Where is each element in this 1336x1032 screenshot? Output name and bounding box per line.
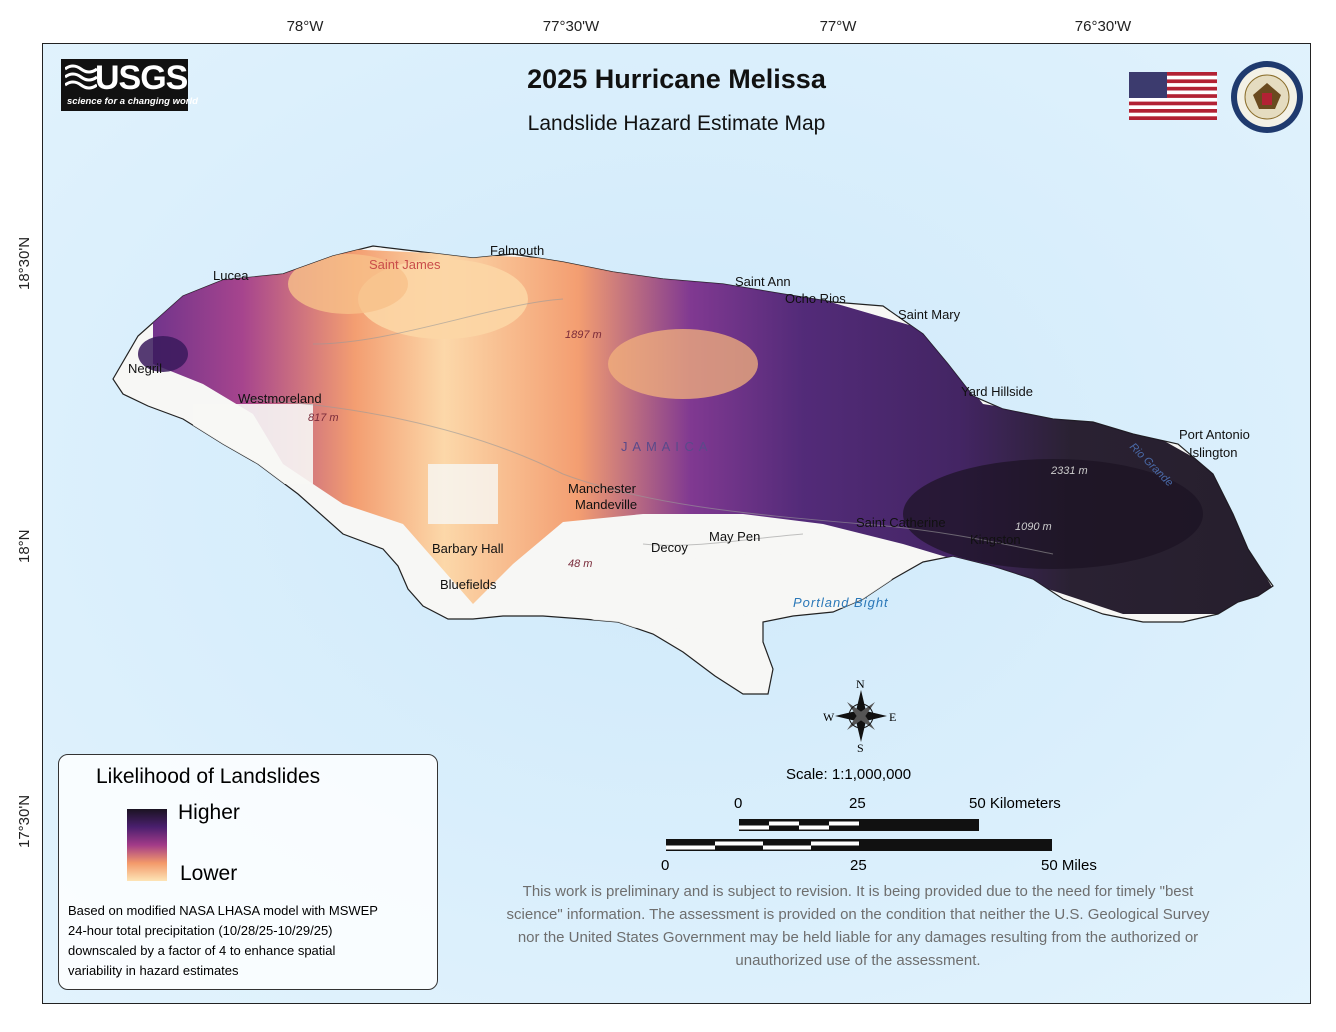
map-title: 2025 Hurricane Melissa	[527, 64, 826, 94]
elevation-48: 48 m	[568, 558, 593, 570]
scale-mi-50: 50 Miles	[1041, 857, 1097, 874]
legend-color-ramp	[127, 809, 167, 881]
place-port-antonio: Port Antonio	[1179, 427, 1250, 442]
compass-n-label: N	[856, 677, 865, 691]
elevation-1090: 1090 m	[1015, 521, 1052, 533]
us-flag-icon	[1129, 72, 1217, 120]
compass-s-label: S	[857, 741, 864, 755]
place-saint-catherine: Saint Catherine	[856, 515, 946, 530]
scale-bar-km	[739, 819, 979, 831]
place-falmouth: Falmouth	[490, 243, 545, 258]
lat-tick-18-30n: 18°30'N	[16, 236, 33, 290]
legend-title: Likelihood of Landslides	[96, 765, 321, 788]
elevation-817: 817 m	[308, 412, 339, 424]
legend-note-line-2: 24-hour total precipitation (10/28/25-10…	[68, 923, 333, 938]
usgs-wordmark: USGS	[95, 59, 188, 97]
place-negril: Negril	[128, 361, 162, 376]
place-ocho-rios: Ocho Rios	[785, 291, 846, 306]
state-department-seal-icon	[1231, 61, 1303, 133]
legend-note-line-1: Based on modified NASA LHASA model with …	[68, 903, 378, 918]
place-kingston: Kingston	[970, 532, 1021, 547]
legend-note: Based on modified NASA LHASA model with …	[68, 901, 378, 981]
elevation-2331: 2331 m	[1051, 465, 1088, 477]
lon-tick-78w: 78°W	[286, 18, 324, 35]
disclaimer-line-4: unauthorized use of the assessment.	[735, 952, 981, 969]
place-portland-bight: Portland Bight	[793, 595, 889, 610]
place-saint-mary: Saint Mary	[898, 307, 961, 322]
place-bluefields: Bluefields	[440, 577, 497, 592]
place-mandeville: Mandeville	[575, 497, 638, 512]
hazard-raster	[138, 249, 1273, 629]
scale-km-25: 25	[849, 795, 866, 812]
disclaimer-line-3: nor the United States Government may be …	[517, 929, 1199, 946]
compass-w-label: W	[823, 710, 835, 724]
lat-tick-18n: 18°N	[16, 529, 33, 563]
place-decoy: Decoy	[651, 540, 688, 555]
place-yard-hillside: Yard Hillside	[961, 384, 1034, 399]
scale-mi-0: 0	[661, 857, 670, 874]
place-jamaica: J A M A I C A	[621, 439, 709, 454]
legend-low-label: Lower	[180, 862, 238, 885]
disclaimer: This work is preliminary and is subject …	[463, 880, 1253, 972]
map-frame[interactable]: 2025 Hurricane Melissa Landslide Hazard …	[42, 43, 1311, 1004]
scale-mi-25: 25	[850, 857, 867, 874]
map-subtitle: Landslide Hazard Estimate Map	[527, 112, 826, 135]
road-network	[242, 298, 1054, 555]
usgs-tagline: science for a changing world	[67, 96, 198, 107]
place-saint-james: Saint James	[369, 257, 441, 272]
elevation-1897: 1897 m	[565, 329, 602, 341]
scale-km-50: 50 Kilometers	[969, 795, 1061, 812]
usgs-wave-icon	[65, 64, 97, 90]
place-manchester: Manchester	[568, 481, 636, 496]
compass-e-label: E	[889, 710, 897, 724]
north-arrow-icon	[835, 690, 887, 742]
legend-box: Likelihood of Landslides Higher Lower Ba…	[58, 754, 438, 990]
legend-high-label: Higher	[178, 801, 240, 824]
place-barbary-hall: Barbary Hall	[432, 541, 504, 556]
lon-tick-76-30w: 76°30'W	[1074, 18, 1132, 35]
scale-km-0: 0	[734, 795, 743, 812]
lon-tick-77-30w: 77°30'W	[542, 18, 600, 35]
usgs-logo: USGS science for a changing world	[61, 59, 198, 111]
place-westmoreland: Westmoreland	[238, 391, 322, 406]
place-saint-ann: Saint Ann	[735, 274, 791, 289]
place-may-pen: May Pen	[709, 529, 761, 544]
legend-note-line-4: variability in hazard estimates	[68, 963, 239, 978]
disclaimer-line-2: science" information. The assessment is …	[506, 906, 1210, 923]
lat-tick-17-30n: 17°30'N	[16, 794, 33, 848]
place-lucea: Lucea	[213, 268, 249, 283]
scale-ratio: Scale: 1:1,000,000	[786, 766, 912, 783]
place-islington: Islington	[1189, 445, 1238, 460]
disclaimer-line-1: This work is preliminary and is subject …	[522, 883, 1194, 900]
scale-bar-mi	[666, 839, 1052, 851]
lon-tick-77w: 77°W	[819, 18, 857, 35]
legend-note-line-3: downscaled by a factor of 4 to enhance s…	[68, 943, 336, 958]
